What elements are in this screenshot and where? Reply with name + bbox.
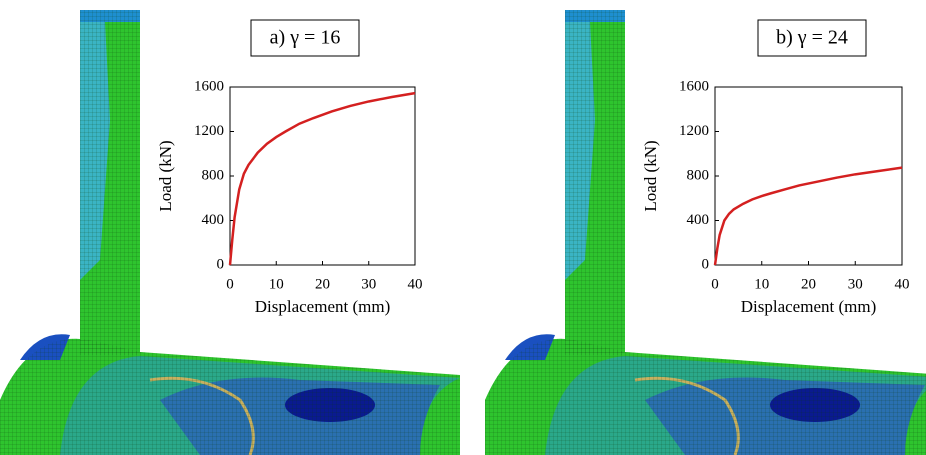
x-axis-label: Displacement (mm) xyxy=(255,297,391,316)
x-tick-label: 40 xyxy=(895,276,910,292)
x-tick-label: 0 xyxy=(711,276,719,292)
x-tick-label: 10 xyxy=(754,276,769,292)
y-tick-label: 1600 xyxy=(194,78,224,94)
y-tick-label: 1600 xyxy=(679,78,709,94)
x-tick-label: 0 xyxy=(226,276,234,292)
load-curve xyxy=(713,166,903,266)
x-tick-label: 30 xyxy=(848,276,863,292)
chart-background xyxy=(630,72,917,325)
x-tick-label: 30 xyxy=(361,276,376,292)
y-tick-label: 800 xyxy=(202,167,225,183)
y-tick-label: 800 xyxy=(687,167,710,183)
y-tick-label: 0 xyxy=(702,256,710,272)
x-tick-label: 20 xyxy=(315,276,330,292)
title-box xyxy=(757,19,867,57)
y-tick-label: 400 xyxy=(202,212,225,228)
x-tick-label: 40 xyxy=(408,276,423,292)
chart-title: a) γ = 16 xyxy=(270,27,341,49)
x-tick-label: 20 xyxy=(801,276,816,292)
y-tick-label: 0 xyxy=(217,256,225,272)
y-axis-label: Load (kN) xyxy=(156,140,175,211)
y-axis-label: Load (kN) xyxy=(641,140,660,211)
title-box xyxy=(250,19,360,57)
chart-title: b) γ = 24 xyxy=(776,27,848,49)
y-tick-label: 1200 xyxy=(679,123,709,139)
y-tick-label: 400 xyxy=(687,212,710,228)
x-axis-label: Displacement (mm) xyxy=(741,297,877,316)
x-tick-label: 10 xyxy=(269,276,284,292)
y-tick-label: 1200 xyxy=(194,123,224,139)
chart-background xyxy=(145,72,430,325)
load-curve xyxy=(228,91,416,266)
